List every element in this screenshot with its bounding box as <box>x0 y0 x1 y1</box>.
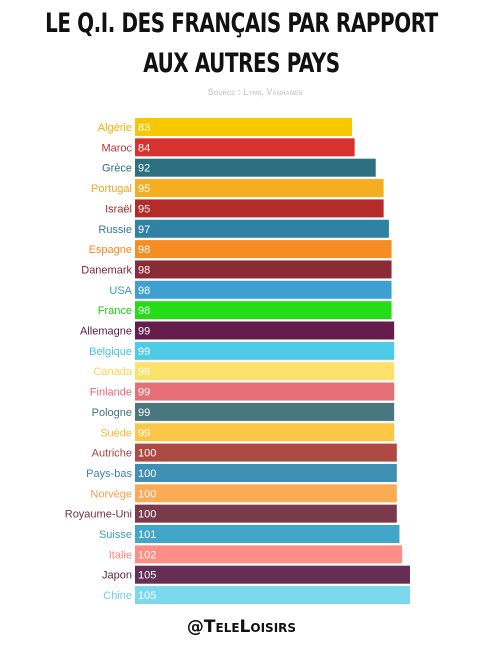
value-label: 105 <box>138 590 156 602</box>
value-label: 95 <box>138 203 150 215</box>
value-label: 100 <box>138 468 156 480</box>
category-label: USA <box>109 285 132 297</box>
category-label: Russie <box>98 224 132 236</box>
value-label: 99 <box>138 387 150 399</box>
category-label: Finlande <box>90 387 132 399</box>
value-label: 95 <box>138 183 150 195</box>
category-label: Maroc <box>101 142 132 154</box>
bar-maroc <box>135 138 355 157</box>
value-label: 97 <box>138 224 150 236</box>
category-label: Japon <box>102 570 132 582</box>
value-label: 99 <box>138 346 150 358</box>
bar-danemark <box>135 260 392 279</box>
bar-grèce <box>135 158 376 177</box>
category-label: Allemagne <box>80 326 132 338</box>
value-label: 99 <box>138 326 150 338</box>
category-label: Autriche <box>92 448 132 460</box>
chart-title-line-2: AUX AUTRES PAYS <box>143 48 340 79</box>
category-label: Danemark <box>81 264 132 276</box>
category-label: Norvège <box>90 488 132 500</box>
category-label: Royaume-Uni <box>65 509 132 521</box>
category-label: France <box>98 305 132 317</box>
value-label: 98 <box>138 305 150 317</box>
category-label: Espagne <box>89 244 132 256</box>
value-label: 98 <box>138 244 150 256</box>
chart-source: Source : Lynn, Vanhanen <box>207 87 303 97</box>
category-label: Suisse <box>99 529 132 541</box>
bar-norvège <box>135 484 397 503</box>
value-label: 92 <box>138 163 150 175</box>
bar-autriche <box>135 443 397 462</box>
value-label: 100 <box>138 509 156 521</box>
category-label: Canada <box>93 366 132 378</box>
bar-russie <box>135 219 389 238</box>
bar-chart: Algérie 83 Maroc 84 Grèce 92 Portugal 95 Israël 9… <box>65 118 410 605</box>
bar-suède <box>135 423 395 442</box>
category-label: Algérie <box>98 122 132 134</box>
bar-finlande <box>135 382 395 401</box>
value-label: 99 <box>138 366 150 378</box>
category-label: Belgique <box>89 346 132 358</box>
footer-handle: @TeleLoisirs <box>186 617 297 637</box>
category-label: Chine <box>103 590 132 602</box>
value-label: 84 <box>138 142 150 154</box>
bar-allemagne <box>135 321 395 340</box>
bar-france <box>135 301 392 320</box>
value-label: 105 <box>138 570 156 582</box>
value-label: 100 <box>138 488 156 500</box>
category-label: Portugal <box>91 183 132 195</box>
bar-japon <box>135 565 410 584</box>
bar-pays-bas <box>135 463 397 482</box>
value-label: 100 <box>138 448 156 460</box>
category-label: Italie <box>109 549 132 561</box>
value-label: 101 <box>138 529 156 541</box>
value-label: 99 <box>138 427 150 439</box>
category-label: Israël <box>105 203 132 215</box>
bar-royaume-uni <box>135 504 397 523</box>
category-label: Grèce <box>102 163 132 175</box>
category-label: Suède <box>100 427 132 439</box>
bar-belgique <box>135 341 395 360</box>
value-label: 98 <box>138 264 150 276</box>
value-label: 99 <box>138 407 150 419</box>
bar-espagne <box>135 240 392 259</box>
bar-canada <box>135 362 395 381</box>
value-label: 102 <box>138 549 156 561</box>
bar-usa <box>135 280 392 299</box>
value-label: 83 <box>138 122 150 134</box>
bar-italie <box>135 545 403 564</box>
bar-pologne <box>135 402 395 421</box>
category-label: Pays-bas <box>86 468 132 480</box>
value-label: 98 <box>138 285 150 297</box>
category-label: Pologne <box>92 407 132 419</box>
bar-portugal <box>135 179 384 198</box>
bar-israël <box>135 199 384 218</box>
bar-chine <box>135 586 410 605</box>
bar-algérie <box>135 118 352 136</box>
chart-title-line-1: LE Q.I. DES FRANÇAIS PAR RAPPORT <box>45 8 438 39</box>
bar-suisse <box>135 525 400 543</box>
